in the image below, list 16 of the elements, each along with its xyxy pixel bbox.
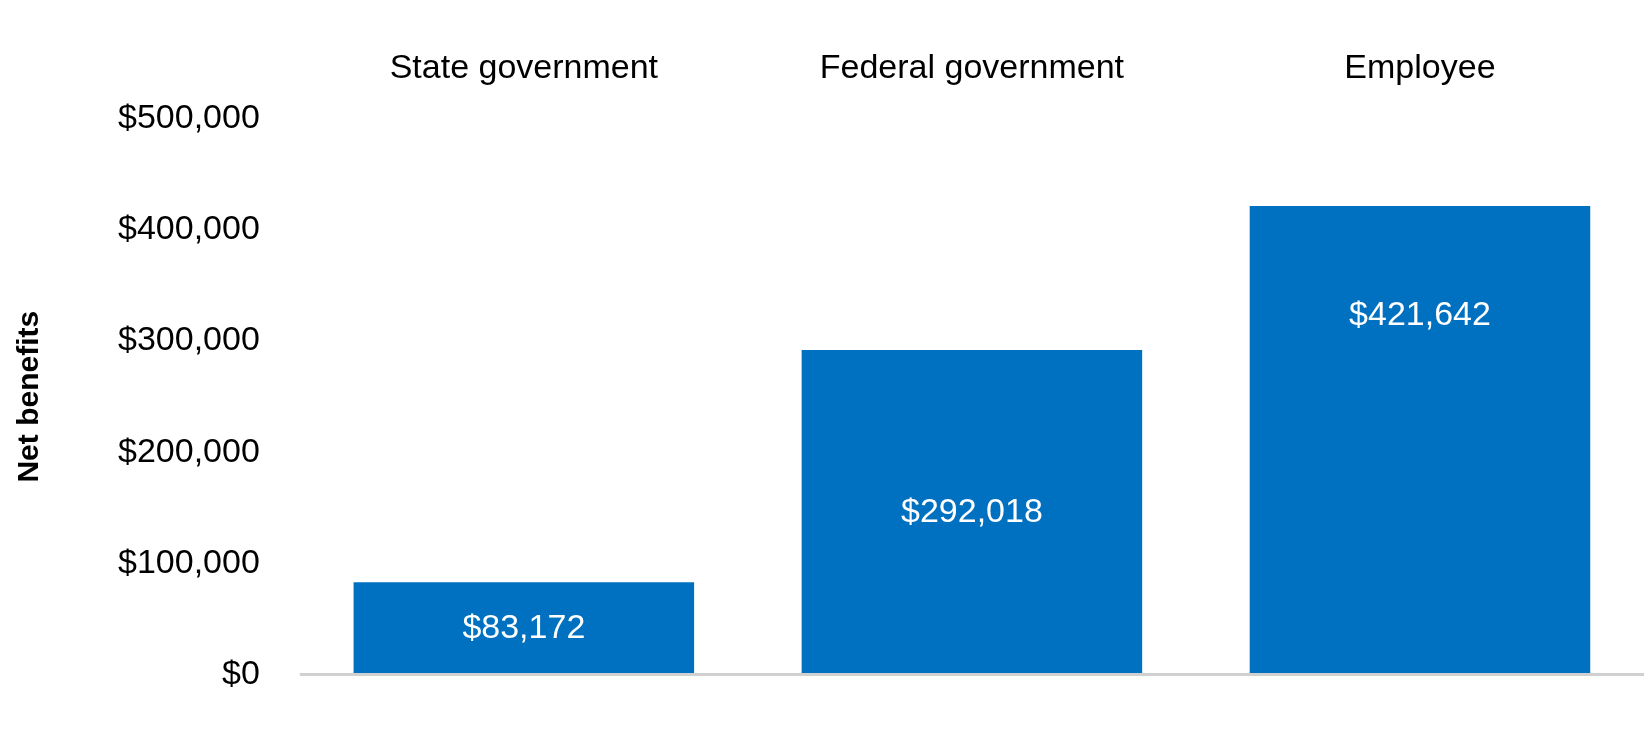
y-tick-label: $400,000 bbox=[118, 208, 260, 247]
x-tick-label: Employee bbox=[1344, 46, 1496, 85]
y-tick-label: $200,000 bbox=[118, 430, 260, 469]
y-axis-title: Net benefits bbox=[11, 310, 45, 483]
y-tick-label: $300,000 bbox=[118, 319, 260, 358]
x-tick-label: Federal government bbox=[819, 46, 1125, 85]
data-label: $292,018 bbox=[901, 490, 1043, 529]
data-label: $421,642 bbox=[1349, 294, 1491, 333]
bar bbox=[801, 349, 1143, 675]
bar bbox=[353, 582, 695, 675]
y-tick-label: $500,000 bbox=[118, 97, 260, 136]
y-tick-label: $0 bbox=[221, 652, 260, 691]
x-tick-label: State government bbox=[389, 46, 659, 85]
y-tick-label: $100,000 bbox=[118, 541, 260, 580]
data-label: $83,172 bbox=[462, 606, 586, 645]
bar bbox=[1249, 205, 1591, 675]
